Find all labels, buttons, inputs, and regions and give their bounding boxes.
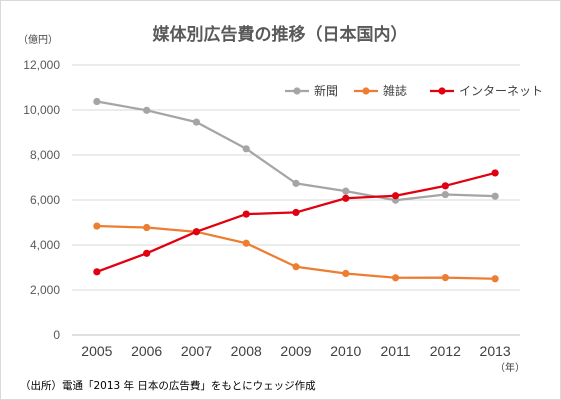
x-tick-label: 2006: [131, 343, 162, 359]
data-point: [192, 228, 201, 236]
data-point: [491, 169, 499, 177]
y-tick-label: 10,000: [23, 103, 60, 117]
legend-swatch-marker: [293, 87, 301, 95]
series-line: [96, 224, 496, 280]
data-point: [491, 275, 499, 283]
data-point: [242, 239, 250, 247]
data-point: [93, 97, 101, 106]
data-point: [93, 268, 101, 276]
x-tick-label: 2009: [280, 343, 311, 359]
data-point: [441, 190, 449, 199]
data-point: [143, 106, 151, 114]
legend-label: 雑誌: [383, 83, 407, 98]
x-tick-label: 2012: [430, 343, 461, 359]
data-point: [192, 118, 201, 126]
x-tick-label: 2008: [231, 343, 262, 359]
legend-swatch-marker: [362, 87, 370, 95]
legend-swatch-marker: [438, 87, 446, 95]
y-axis-unit: （億円）: [18, 33, 58, 46]
data-point: [391, 192, 400, 200]
legend: 新聞 雑誌 インターネット: [285, 83, 543, 98]
data-point: [491, 192, 499, 200]
source-note: （出所）電通「2013 年 日本の広告費」をもとにウェッジ作成: [20, 379, 316, 392]
y-axis-ticks: 0 2,000 4,000 6,000 8,000 10,000 12,000: [23, 58, 60, 342]
data-point: [143, 223, 151, 232]
data-point: [143, 249, 151, 257]
y-tick-label: 2,000: [30, 283, 60, 297]
series-group: [93, 222, 499, 283]
y-tick-label: 12,000: [23, 58, 60, 72]
legend-label: 新聞: [314, 83, 338, 98]
data-point: [342, 269, 350, 278]
data-point: [441, 274, 449, 282]
x-tick-label: 2011: [381, 343, 411, 359]
series-lines: [93, 97, 499, 283]
x-axis-ticks: 2005 2006 2007 2008 2009 2010 2011 2012 2013: [81, 343, 511, 359]
x-tick-label: 2005: [81, 343, 112, 359]
y-tick-label: 0: [53, 328, 60, 342]
data-point: [391, 274, 400, 282]
y-tick-label: 8,000: [30, 148, 60, 162]
data-point: [441, 182, 449, 190]
legend-item: 新聞: [285, 83, 338, 98]
legend-item: 雑誌: [354, 83, 407, 98]
data-point: [342, 194, 350, 202]
legend-item: インターネット: [430, 84, 543, 98]
data-point: [292, 263, 300, 271]
chart-title: 媒体別広告費の推移（日本国内）: [153, 24, 408, 45]
data-point: [242, 210, 250, 218]
x-tick-label: 2010: [330, 343, 361, 359]
gridlines: [72, 64, 520, 336]
x-tick-label: 2013: [480, 343, 511, 359]
data-point: [292, 179, 300, 187]
series-group: [93, 169, 499, 276]
data-point: [342, 187, 350, 195]
data-point: [292, 208, 300, 217]
x-tick-label: 2007: [181, 343, 212, 359]
data-point: [242, 145, 250, 153]
data-point: [93, 222, 101, 230]
x-axis-unit: （年）: [495, 361, 525, 374]
y-tick-label: 4,000: [30, 238, 60, 252]
y-tick-label: 6,000: [30, 193, 60, 207]
series-line: [96, 171, 496, 273]
legend-label: インターネット: [459, 84, 543, 98]
